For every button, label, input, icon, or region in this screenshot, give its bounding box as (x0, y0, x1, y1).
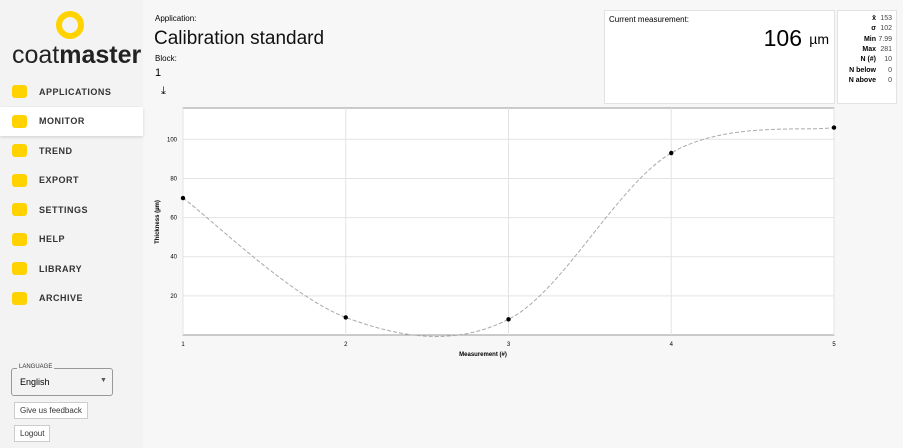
stat-value: 102 (880, 25, 892, 33)
menu-icon (12, 262, 27, 275)
current-panel: Current measurement: 106 µm (604, 10, 835, 104)
x-tick-label: 5 (832, 342, 836, 348)
data-point (506, 317, 511, 322)
data-point (180, 195, 186, 201)
menu-label: LIBRARY (39, 263, 83, 274)
x-tick-label: 1 (181, 342, 185, 348)
stat-label: Min (863, 35, 876, 43)
y-tick-label: 20 (170, 294, 177, 300)
language-label: LANGUAGE (17, 364, 55, 370)
menu-item[interactable]: EXPORT (0, 166, 143, 195)
block-value: 1 (155, 67, 162, 79)
menu-icon (12, 114, 27, 128)
menu-label: EXPORT (39, 175, 80, 185)
menu-icon (12, 173, 27, 187)
data-point (343, 315, 348, 320)
menu-item[interactable]: HELP (0, 225, 143, 254)
stat-label: N above (848, 76, 876, 84)
data-line (182, 127, 835, 337)
menu-icon (12, 232, 27, 246)
application-label: Application: (155, 14, 197, 23)
y-tick-label: 40 (170, 255, 177, 261)
menu-label: APPLICATIONS (39, 86, 112, 97)
stat-value: 153 (880, 15, 892, 22)
menu-icon (12, 291, 27, 305)
menu-label: SETTINGS (39, 204, 89, 215)
x-tick-label: 2 (344, 342, 348, 348)
stat-value: 0 (888, 76, 892, 84)
data-point (669, 150, 674, 156)
stat-label: N below (849, 66, 876, 74)
x-tick-label: 3 (507, 342, 511, 348)
language-value: English (20, 377, 50, 387)
chart: Measurement (#) Thickness (µm) 20 40 60 80 1… (155, 107, 837, 358)
menu-item[interactable]: MONITOR (0, 106, 143, 136)
menu-icon (12, 203, 27, 216)
x-tick-label: 4 (670, 342, 674, 348)
dropdown-arrow: ▼ (100, 377, 107, 384)
y-tick-label: 100 (167, 137, 178, 143)
stat-label: N (#) (860, 56, 876, 64)
stat-value: 10 (884, 56, 892, 64)
logo-icon (56, 11, 84, 39)
y-axis-label: Thickness (µm) (155, 200, 161, 244)
menu-item[interactable]: SETTINGS (0, 195, 143, 224)
application-name: Calibration standard (154, 28, 325, 49)
current-label: Current measurement: (609, 15, 690, 24)
menu-item[interactable]: LIBRARY (0, 254, 143, 283)
menu-icon (12, 85, 27, 98)
language-select[interactable]: LANGUAGE English ▼ (11, 364, 113, 396)
menu-icon (12, 144, 27, 157)
menu-label: HELP (39, 234, 66, 244)
y-tick-label: 80 (170, 176, 177, 182)
sidebar (0, 0, 143, 448)
y-tick-label: 60 (170, 216, 177, 222)
download-icon[interactable]: ⤓ (161, 85, 166, 97)
menu-label: MONITOR (39, 116, 85, 126)
current-value: 106 (763, 25, 802, 51)
feedback-button[interactable]: Give us feedback (14, 402, 88, 419)
stat-label: x̄ (872, 15, 876, 22)
x-axis-label: Measurement (#) (459, 352, 507, 358)
stat-value: 0 (888, 66, 892, 74)
menu-label: TREND (39, 145, 73, 156)
logo-bold: master (59, 41, 142, 69)
stat-label: Max (862, 45, 876, 53)
menu-item[interactable]: TREND (0, 136, 143, 165)
menu-label: ARCHIVE (39, 293, 84, 303)
logo-light: coat (12, 41, 60, 69)
data-point (831, 125, 837, 130)
current-unit: µm (809, 31, 829, 47)
menu-item[interactable]: ARCHIVE (0, 284, 143, 313)
logo: coatmaster (12, 41, 141, 70)
menu-item[interactable]: APPLICATIONS (0, 77, 143, 106)
stat-value: 281 (880, 45, 892, 53)
block-label: Block: (155, 54, 177, 63)
stat-label: σ (871, 25, 876, 33)
stats-panel: x̄ 153 σ 102 Min 7.99 Max 281 N (#) 10 N below 0 N a… (837, 10, 897, 104)
stat-value: 7.99 (878, 35, 892, 43)
logout-button[interactable]: Logout (14, 425, 51, 442)
